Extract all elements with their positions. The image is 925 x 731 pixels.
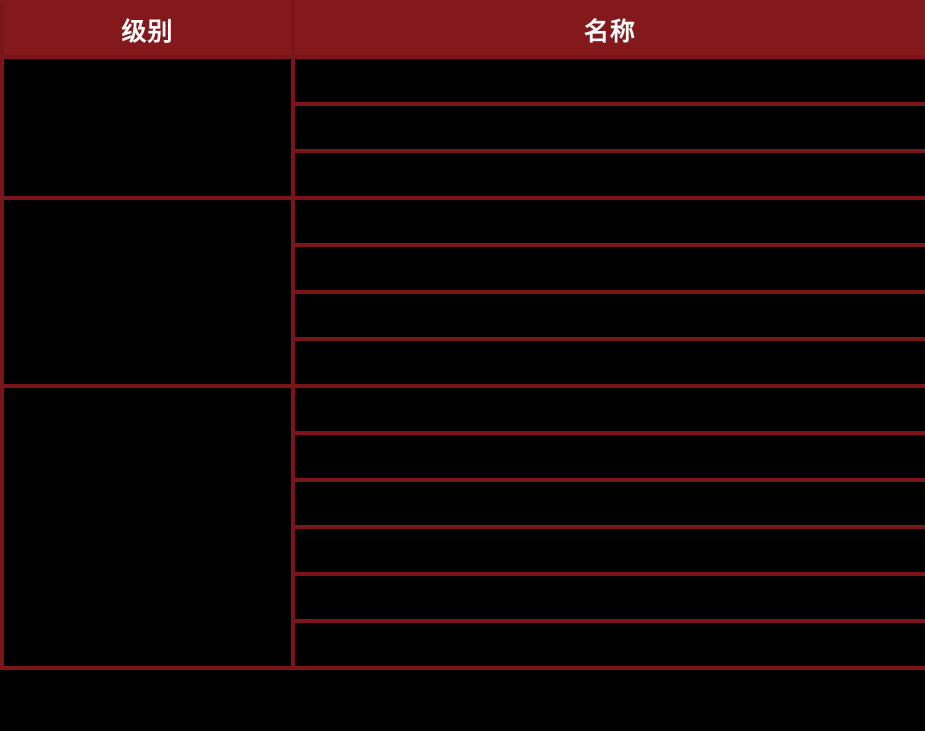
table-row [2,149,925,200]
table-row [2,102,925,153]
table-row [2,337,925,388]
table-header: 级别 名称 [0,0,925,59]
table-body [0,55,925,670]
name-cell [291,196,925,247]
name-cell [291,55,925,106]
table-row [2,478,925,529]
table-row [2,619,925,670]
name-cell [291,337,925,388]
name-cell [291,619,925,670]
table-row [0,196,925,388]
level-cell-group-1 [0,55,295,200]
header-cell-level: 级别 [0,0,295,59]
table-row [2,290,925,341]
level-name-table: 级别 名称 [0,0,925,670]
table-row [2,572,925,623]
name-cell [291,243,925,294]
table-row [2,431,925,482]
header-cell-name: 名称 [291,0,925,59]
level-cell-group-3 [0,384,295,670]
table-row [2,525,925,576]
level-cell-group-2 [0,196,295,388]
name-cell [291,431,925,482]
name-cell [291,149,925,200]
table-row [2,243,925,294]
name-cell [291,102,925,153]
name-cell [291,572,925,623]
table-row [0,55,925,200]
name-cell [291,525,925,576]
table-row [0,384,925,670]
name-cell [291,384,925,435]
name-cell [291,290,925,341]
header-row: 级别 名称 [0,0,925,59]
name-cell [291,478,925,529]
